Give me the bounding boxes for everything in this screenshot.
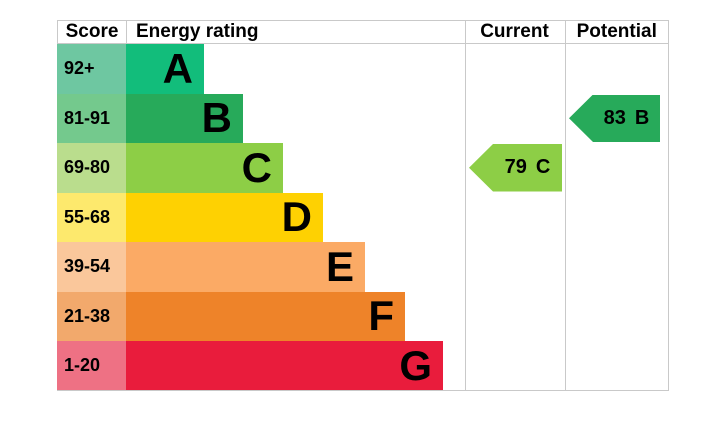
band-score-cell: 81-91 bbox=[57, 93, 126, 143]
band-score-cell: 39-54 bbox=[57, 242, 126, 292]
band-bar: B bbox=[126, 93, 243, 143]
band-bar: F bbox=[126, 291, 405, 341]
band-bar: D bbox=[126, 192, 323, 242]
band-rating-cell: C bbox=[126, 143, 669, 193]
header-score: Score bbox=[57, 21, 126, 43]
band-score-cell: 21-38 bbox=[57, 291, 126, 341]
band-row: 39-54 E bbox=[57, 242, 669, 292]
band-row: 21-38 F bbox=[57, 291, 669, 341]
header-energy-rating: Energy rating bbox=[126, 21, 465, 43]
band-row: 55-68 D bbox=[57, 192, 669, 242]
band-score-cell: 69-80 bbox=[57, 143, 126, 193]
potential-rating-grade: B bbox=[634, 106, 650, 129]
divider-current-potential bbox=[564, 20, 566, 391]
band-bar: C bbox=[126, 143, 283, 193]
table-bottom-border bbox=[57, 389, 669, 391]
band-rating-cell: F bbox=[126, 291, 669, 341]
table-header: Score Energy rating Current Potential bbox=[57, 20, 669, 44]
band-rating-cell: G bbox=[126, 341, 669, 391]
band-bar: A bbox=[126, 44, 204, 94]
divider-rating-current bbox=[464, 20, 466, 391]
current-rating-value: 79 bbox=[504, 156, 527, 179]
band-rating-cell: D bbox=[126, 192, 669, 242]
band-row: 81-91 B bbox=[57, 93, 669, 143]
header-current: Current bbox=[480, 21, 549, 42]
divider-right-edge bbox=[668, 20, 669, 391]
band-bar: G bbox=[126, 341, 443, 391]
band-score-cell: 1-20 bbox=[57, 341, 126, 391]
band-row: 69-80 C bbox=[57, 143, 669, 193]
current-rating-grade: C bbox=[535, 156, 551, 179]
band-bar: E bbox=[126, 242, 365, 292]
band-score-cell: 92+ bbox=[57, 44, 126, 94]
potential-rating-value: 83 bbox=[603, 106, 626, 129]
band-rating-cell: A bbox=[126, 44, 669, 94]
epc-table: Score Energy rating Current Potential 92… bbox=[57, 20, 669, 391]
band-score-cell: 55-68 bbox=[57, 192, 126, 242]
header-potential: Potential bbox=[576, 21, 657, 42]
band-row: 92+ A bbox=[57, 44, 669, 94]
band-row: 1-20 G bbox=[57, 341, 669, 391]
band-rows: 92+ A 81-91 B 69-80 C 55-68 D 39-54 E 21… bbox=[57, 44, 669, 391]
band-rating-cell: B bbox=[126, 93, 669, 143]
band-rating-cell: E bbox=[126, 242, 669, 292]
